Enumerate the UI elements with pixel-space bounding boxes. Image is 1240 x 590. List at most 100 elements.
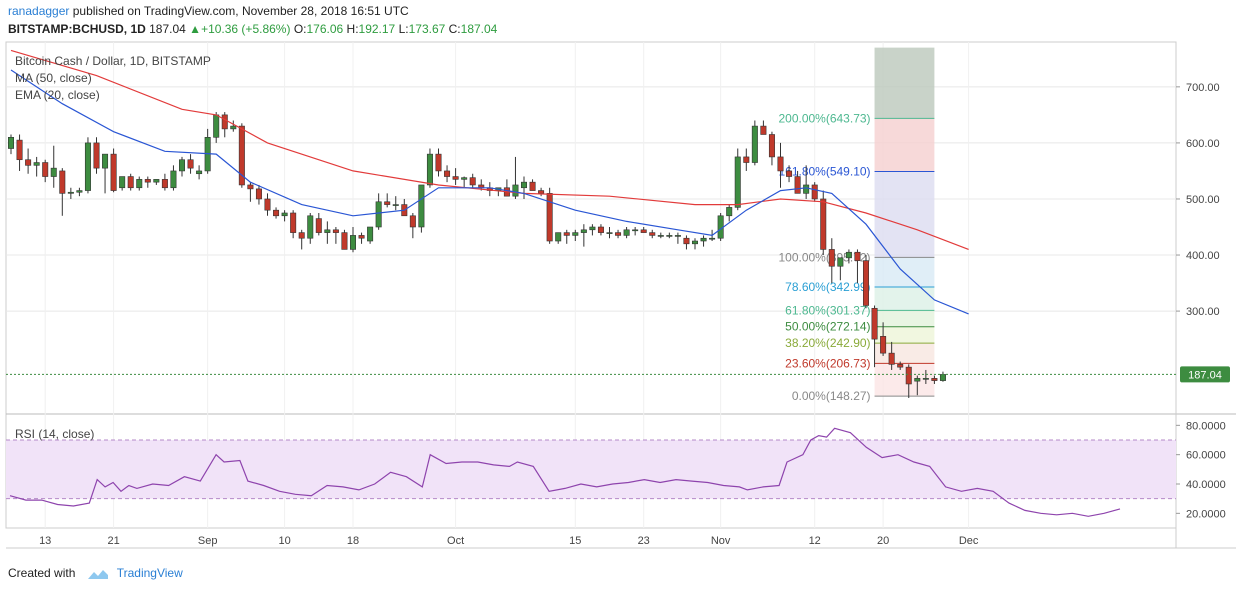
- fib-zone: [874, 363, 935, 397]
- candle-body: [324, 229, 331, 233]
- price-change: +10.36 (+5.86%): [201, 22, 291, 36]
- ema20-line: [10, 69, 969, 315]
- candle-body: [854, 251, 861, 261]
- candle-body: [939, 374, 946, 381]
- candle-body: [649, 232, 656, 236]
- candle-body: [110, 153, 117, 191]
- candle-body: [555, 232, 562, 242]
- price-tick-label: 500.00: [1186, 194, 1220, 206]
- candle-body: [709, 237, 716, 240]
- candle-body: [392, 204, 399, 206]
- candle-body: [777, 156, 784, 172]
- candle-body: [897, 364, 904, 368]
- fib-level-label: 50.00%(272.14): [785, 320, 870, 334]
- price-tick-label: 300.00: [1186, 306, 1220, 318]
- price-tick-label: 700.00: [1186, 82, 1220, 94]
- candle-body: [700, 237, 707, 242]
- time-tick-label: Sep: [198, 535, 218, 547]
- candle-body: [384, 201, 391, 205]
- close-value: 187.04: [460, 22, 498, 36]
- candle-body: [93, 142, 100, 169]
- candle-body: [59, 170, 66, 194]
- candle-body: [666, 235, 673, 237]
- fib-zone: [874, 286, 935, 311]
- symbol-line: BITSTAMP:BCHUSD, 1D 187.04 ▲+10.36 (+5.8…: [8, 22, 497, 36]
- candle-body: [298, 232, 305, 239]
- candle-body: [751, 125, 758, 163]
- time-tick-label: 15: [569, 535, 581, 547]
- candle-body: [632, 229, 639, 232]
- candle-body: [931, 378, 938, 381]
- time-tick-label: 13: [39, 535, 51, 547]
- candle-body: [358, 235, 365, 239]
- tradingview-link[interactable]: TradingView: [116, 566, 183, 580]
- candle-body: [452, 176, 459, 180]
- candle-body: [307, 215, 314, 239]
- ma-legend[interactable]: MA (50, close): [15, 71, 92, 85]
- candle-body: [418, 184, 425, 228]
- time-tick-label: Oct: [447, 535, 464, 547]
- candle-body: [50, 167, 57, 177]
- candle-body: [828, 249, 835, 267]
- open-label: O:: [293, 22, 307, 36]
- candle-body: [538, 190, 545, 194]
- candle-body: [529, 181, 536, 191]
- candle-body: [768, 134, 775, 158]
- candle-body: [572, 232, 579, 236]
- candle-body: [615, 232, 622, 236]
- candle-body: [8, 137, 15, 149]
- fib-level-label: 78.60%(342.99): [785, 280, 870, 294]
- candle-body: [546, 193, 553, 242]
- candle-body: [880, 336, 887, 354]
- candle-body: [367, 226, 374, 242]
- open-value: 176.06: [306, 22, 344, 36]
- time-tick-label: 21: [107, 535, 119, 547]
- candle-body: [580, 229, 587, 233]
- candle-body: [273, 209, 280, 217]
- fib-level-label: 161.80%(549.10): [778, 164, 870, 178]
- fib-zone: [874, 118, 935, 172]
- low-value: 173.67: [408, 22, 446, 36]
- time-tick-label: 10: [278, 535, 290, 547]
- candle-body: [845, 251, 852, 259]
- candle-body: [119, 176, 126, 189]
- rsi-legend[interactable]: RSI (14, close): [15, 427, 95, 441]
- candle-body: [512, 184, 519, 197]
- candle-body: [914, 378, 921, 382]
- fib-level-label: 61.80%(301.37): [785, 303, 870, 317]
- rsi-tick-label: 80.0000: [1186, 420, 1226, 432]
- candle-body: [469, 177, 476, 186]
- high-label: H:: [346, 22, 359, 36]
- candle-body: [837, 257, 844, 267]
- rsi-band: [6, 440, 1176, 499]
- candle-body: [102, 153, 109, 169]
- high-value: 192.17: [358, 22, 396, 36]
- candle-body: [691, 240, 698, 245]
- candle-body: [871, 307, 878, 340]
- fib-level-label: 0.00%(148.27): [792, 389, 871, 403]
- rsi-tick-label: 20.0000: [1186, 508, 1226, 520]
- candle-body: [426, 153, 433, 186]
- candle-body: [743, 156, 750, 163]
- candle-body: [196, 170, 203, 175]
- tradingview-logo-icon: [87, 569, 108, 579]
- footer: Created with TradingView: [8, 566, 183, 580]
- price-tick-label: 400.00: [1186, 250, 1220, 262]
- candle-body: [862, 260, 869, 306]
- ema-legend[interactable]: EMA (20, close): [15, 88, 100, 102]
- time-tick-label: 12: [809, 535, 821, 547]
- close-label: C:: [448, 22, 461, 36]
- author-link[interactable]: ranadagger: [8, 4, 70, 18]
- candle-body: [67, 191, 74, 194]
- fib-level-label: 23.60%(206.73): [785, 356, 870, 370]
- ma50-line: [10, 49, 969, 250]
- time-tick-label: 20: [877, 535, 889, 547]
- fib-zone: [874, 171, 935, 258]
- candle-body: [341, 232, 348, 250]
- candle-body: [230, 125, 237, 130]
- candle-body: [563, 232, 570, 236]
- candle-body: [127, 176, 134, 189]
- candle-body: [820, 198, 827, 250]
- candle-body: [332, 229, 339, 233]
